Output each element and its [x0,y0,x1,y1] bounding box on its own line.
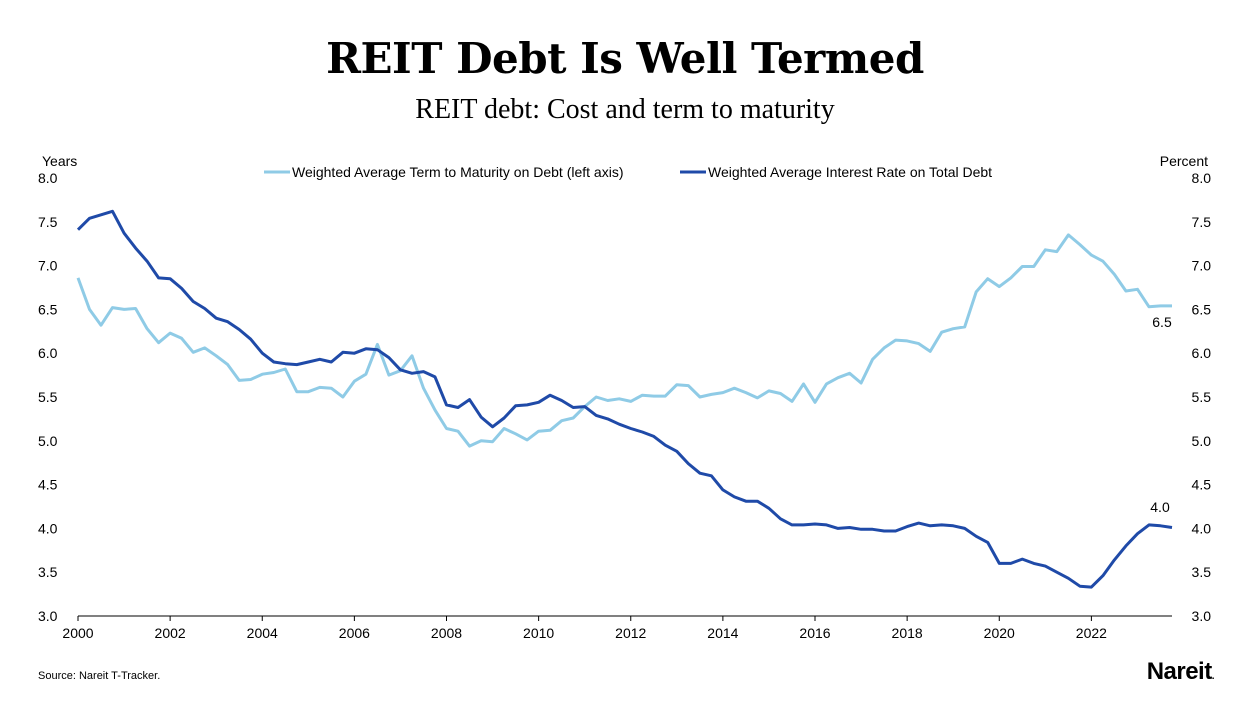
logo-text: Nareit [1146,658,1213,685]
left-y-tick-label: 6.5 [38,301,58,317]
x-tick-label: 2008 [431,625,462,641]
logo-mark: . [1211,671,1215,682]
x-tick-label: 2004 [247,625,278,641]
right-y-tick-label: 5.5 [1192,389,1212,405]
x-tick-label: 2018 [892,625,923,641]
nareit-logo: Nareit. [1146,658,1215,686]
left-y-tick-label: 3.5 [38,564,58,580]
right-y-tick-label: 5.0 [1192,433,1212,449]
interest-rate-line [76,209,1173,589]
legend-label: Weighted Average Term to Maturity on Deb… [292,164,624,180]
x-tick-label: 2010 [523,625,554,641]
right-axis-label: Percent [1160,153,1208,169]
legend-label: Weighted Average Interest Rate on Total … [708,164,992,180]
right-y-tick-label: 3.5 [1192,564,1212,580]
left-axis-label: Years [42,153,77,169]
left-y-tick-label: 4.5 [38,477,58,493]
x-tick-label: 2014 [707,625,738,641]
right-y-tick-label: 6.0 [1192,345,1212,361]
chart-title: REIT Debt Is Well Termed [326,34,924,83]
right-y-tick-label: 6.5 [1192,301,1212,317]
left-y-tick-label: 7.0 [38,258,58,274]
series-end-label: 6.5 [1152,314,1172,330]
x-tick-label: 2006 [339,625,370,641]
left-y-tick-label: 5.0 [38,433,58,449]
left-y-tick-label: 4.0 [38,520,58,536]
x-tick-label: 2016 [799,625,830,641]
left-y-tick-label: 5.5 [38,389,58,405]
chart-subtitle: REIT debt: Cost and term to maturity [415,94,835,125]
right-y-tick-label: 8.0 [1192,170,1212,186]
x-tick-label: 2012 [615,625,646,641]
source-note: Source: Nareit T-Tracker. [38,670,161,682]
right-y-tick-label: 7.0 [1192,258,1212,274]
left-y-tick-label: 8.0 [38,170,58,186]
right-y-tick-label: 4.5 [1192,477,1212,493]
left-y-tick-label: 7.5 [38,214,58,230]
x-tick-label: 2000 [62,625,93,641]
right-y-tick-label: 7.5 [1192,214,1212,230]
x-tick-label: 2002 [155,625,186,641]
right-y-tick-label: 3.0 [1192,608,1212,624]
term-to-maturity-line [76,233,1172,448]
series-end-label: 4.0 [1150,499,1170,515]
right-y-tick-label: 4.0 [1192,520,1212,536]
x-tick-label: 2020 [984,625,1015,641]
x-tick-label: 2022 [1076,625,1107,641]
left-y-tick-label: 3.0 [38,608,58,624]
left-y-tick-label: 6.0 [38,345,58,361]
